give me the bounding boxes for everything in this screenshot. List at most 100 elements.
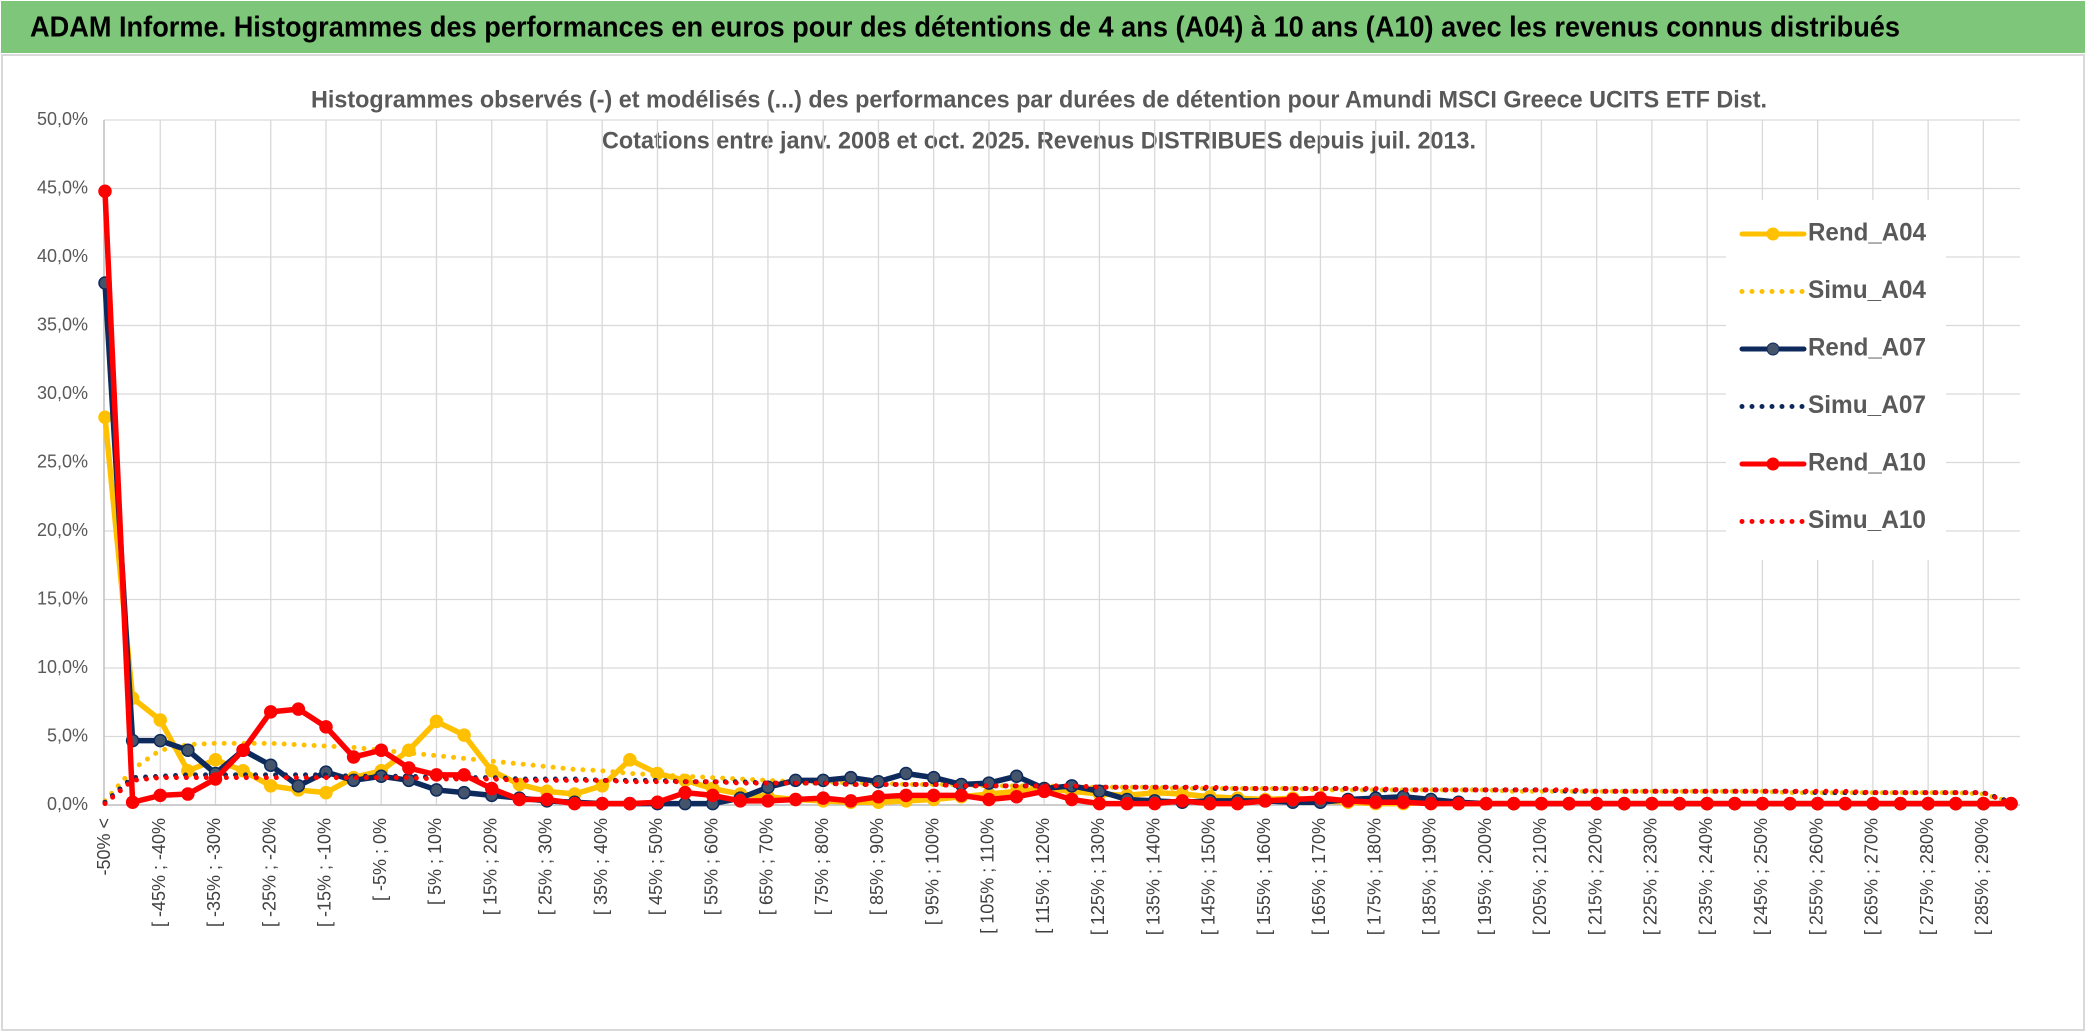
legend-label: Simu_A07 [1808,391,1926,419]
data-point [1120,796,1134,811]
data-point [1009,769,1024,783]
chart-title: Histogrammes observés (-) et modélisés (… [311,86,1767,113]
data-point [153,713,167,727]
data-point [374,743,388,757]
x-tick-label: [ 45% ; 50% [646,818,666,915]
y-tick-label: 50,0% [37,109,88,129]
data-point [899,766,913,781]
x-tick-label: [ -5% ; 0% [370,818,390,901]
x-tick-label: [ 135% ; 140% [1143,818,1163,935]
data-point [567,796,582,811]
data-point [1065,792,1079,807]
data-point [1976,796,1991,811]
y-tick-label: 15,0% [37,588,88,608]
data-point [1893,796,1908,811]
data-point [1589,796,1604,811]
data-point [761,794,775,808]
y-tick-label: 35,0% [37,314,88,334]
x-tick-label: [ 275% ; 280% [1917,818,1937,935]
x-tick-label: [ 245% ; 250% [1751,818,1771,935]
header-bar [1,1,2085,53]
data-point [788,792,803,807]
data-point [540,792,554,807]
x-tick-label: [ 75% ; 80% [812,818,832,915]
data-point [1368,795,1383,810]
data-point [678,796,692,811]
x-tick-label: [ 35% ; 40% [591,818,611,915]
data-point [98,184,112,198]
x-tick-label: [ -45% ; -40% [149,818,169,927]
data-point [208,753,223,767]
data-point [1479,796,1493,811]
legend-marker [1766,342,1780,356]
data-point [1396,795,1411,810]
data-point [1700,796,1714,811]
x-tick-label: [ 185% ; 190% [1420,818,1440,935]
chart-subtitle: Cotations entre janv. 2008 et oct. 2025.… [602,127,1476,154]
legend-box [1726,200,1946,560]
data-point [291,702,306,716]
x-tick-label: [ 85% ; 90% [867,818,887,915]
data-point [153,788,167,803]
data-point [1866,796,1880,811]
data-point [1949,796,1963,811]
data-point [319,720,333,734]
data-point [512,792,527,807]
data-point [1286,792,1300,807]
x-tick-label: [ 225% ; 230% [1641,818,1661,935]
x-tick-label: [ 155% ; 160% [1254,818,1274,935]
data-point [954,788,969,803]
x-tick-label: [ 105% ; 110% [978,818,998,934]
x-tick-label: [ 115% ; 120% [1033,818,1053,934]
data-point [98,410,112,425]
data-point [595,796,609,811]
data-point [291,779,306,793]
y-tick-label: 10,0% [37,657,88,677]
y-tick-label: 20,0% [37,520,88,540]
data-point [1230,796,1245,811]
x-tick-label: [ 215% ; 220% [1585,818,1605,935]
x-tick-label: [ 285% ; 290% [1972,818,1992,935]
data-point [1009,790,1024,804]
data-point [263,705,278,719]
series-line [102,772,2014,805]
x-tick-label: [ 235% ; 240% [1696,818,1716,935]
data-point [181,787,195,801]
x-tick-label: [ -15% ; -10% [315,818,335,927]
y-tick-label: 0,0% [47,794,88,814]
data-point [484,781,499,796]
x-tick-label: [ -25% ; -20% [259,818,279,927]
legend-label: Simu_A04 [1808,276,1926,304]
data-point [650,795,665,810]
x-tick-label: [ 255% ; 260% [1806,818,1826,935]
data-point [844,770,858,785]
header-title: ADAM Informe. Histogrammes des performan… [30,12,1900,44]
data-point [1645,796,1659,811]
legend-marker [1766,457,1780,471]
data-point [2004,796,2018,811]
data-point [1562,796,1576,811]
data-point [263,758,278,773]
data-point [1313,791,1328,805]
data-point [484,764,499,778]
data-point [125,795,140,810]
x-tick-label: [ 165% ; 170% [1309,818,1329,935]
data-point [982,792,996,807]
data-point [1341,794,1355,808]
x-tick-label: [ -35% ; -30% [204,818,224,927]
data-point [263,779,278,793]
x-tick-label: [ 265% ; 270% [1862,818,1882,935]
series-line [102,775,2014,807]
data-point [236,743,250,757]
data-point [153,733,167,748]
data-point [1258,794,1272,808]
legend-label: Rend_A07 [1808,334,1926,362]
data-point [871,790,886,804]
data-point [623,753,637,767]
y-tick-label: 5,0% [47,725,88,745]
legend-label: Rend_A10 [1808,449,1926,477]
data-point [733,794,748,808]
data-point [1507,796,1521,811]
